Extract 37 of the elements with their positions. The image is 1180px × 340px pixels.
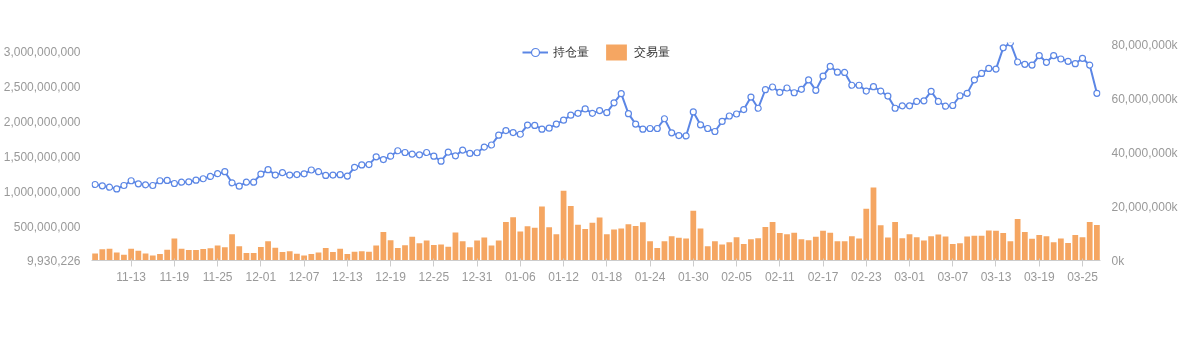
y-tick-label: 2,000,000,000 [3,114,81,129]
y-tick-label: 3,000,000,000 [3,45,81,60]
x-tick-label: 01-12 [548,269,580,284]
y-tick-label: 1,000,000,000 [3,184,81,199]
x-tick-label: 12-25 [418,269,450,284]
x-tick-label: 12-07 [288,269,320,284]
x-tick-label: 11-13 [116,269,147,284]
x-tick-label: 11-25 [202,269,233,284]
x-tick-label: 12-01 [245,269,277,284]
x-tick-label: 01-24 [634,269,666,284]
x-tick-label: 12-31 [461,269,493,284]
y2-tick-label: 80,000,000k [1111,38,1179,53]
x-tick-label: 02-17 [807,269,839,284]
y-tick-label: 500,000,000 [13,219,81,234]
x-tick-label: 01-06 [504,269,536,284]
legend-label: 交易量 [633,43,670,61]
x-tick-label: 01-18 [591,269,623,284]
legend-label: 持仓量 [552,43,589,61]
y2-tick-label: 20,000,000k [1111,199,1179,214]
y-tick-label: 9,930,226 [27,254,81,268]
x-tick-label: 03-19 [1023,269,1055,284]
x-tick-label: 02-23 [850,269,882,284]
y2-tick-label: 0k [1111,253,1126,268]
x-tick-label: 01-30 [677,269,709,284]
x-tick-label: 12-13 [332,269,364,284]
x-tick-label: 02-11 [764,269,796,284]
y-tick-label: 1,500,000,000 [3,149,81,164]
x-tick-label: 03-25 [1067,269,1099,284]
x-tick-label: 03-13 [980,269,1012,284]
x-tick-label: 02-05 [721,269,753,284]
y2-tick-label: 60,000,000k [1111,92,1179,107]
x-tick-label: 03-07 [937,269,969,284]
x-tick-label: 12-19 [375,269,407,284]
y-tick-label: 2,500,000,000 [3,80,81,95]
x-tick-label: 11-19 [159,269,190,284]
x-tick-label: 03-01 [894,269,926,284]
y2-tick-label: 40,000,000k [1111,145,1179,160]
